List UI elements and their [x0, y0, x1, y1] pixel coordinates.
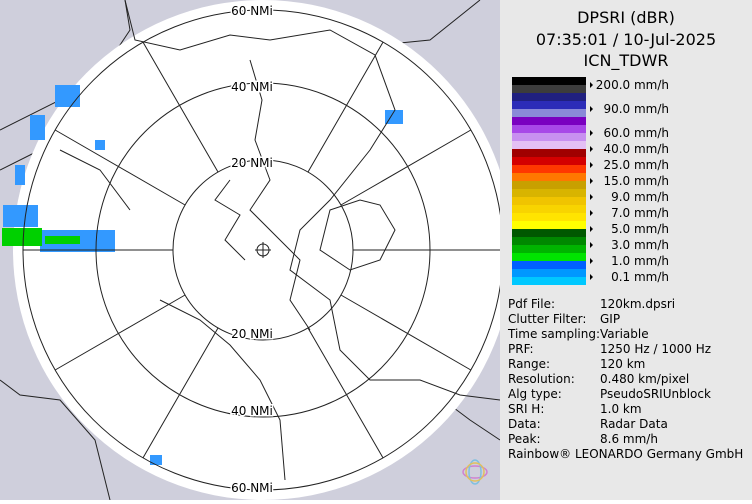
legend-label: 0.1 mm/h — [611, 270, 669, 284]
legend-swatch — [512, 125, 586, 133]
info-key: SRI H: — [508, 402, 544, 416]
legend-swatch — [512, 205, 586, 213]
site: ICN_TDWR — [584, 51, 669, 71]
legend: 200.0 mm/h 90.0 mm/h 60.0 mm/h 40.0 mm/h 25.… — [512, 77, 669, 285]
legend-swatch — [512, 109, 586, 117]
legend-swatch — [512, 245, 586, 253]
ring-label: 60 NMi — [231, 4, 273, 18]
ring-label: 60 NMi — [231, 481, 273, 495]
legend-label: 40.0 mm/h — [603, 142, 669, 156]
info-value: Radar Data — [600, 417, 668, 431]
legend-label: 15.0 mm/h — [603, 174, 669, 188]
legend-pointer — [590, 106, 593, 112]
info-key: Clutter Filter: — [508, 312, 586, 326]
legend-pointer — [590, 178, 593, 184]
legend-swatch — [512, 173, 586, 181]
legend-pointer — [590, 242, 593, 248]
spoke — [142, 41, 219, 173]
info-value: 1.0 km — [600, 402, 642, 416]
spoke — [54, 129, 186, 206]
legend-swatch — [512, 197, 586, 205]
legend-pointer — [590, 194, 593, 200]
info-value: 120 km — [600, 357, 645, 371]
ring-label: 40 NMi — [231, 80, 273, 94]
legend-swatch — [512, 181, 586, 189]
legend-swatch — [512, 141, 586, 149]
legend-label: 25.0 mm/h — [603, 158, 669, 172]
footer: Rainbow® LEONARDO Germany GmbH — [508, 447, 743, 461]
logo — [462, 459, 488, 485]
info-key: PRF: — [508, 342, 534, 356]
spoke — [54, 294, 186, 371]
legend-swatch — [512, 77, 586, 85]
legend-swatch — [512, 253, 586, 261]
legend-swatch — [512, 269, 586, 277]
legend-swatch — [512, 261, 586, 269]
legend-label: 90.0 mm/h — [603, 102, 669, 116]
legend-label: 1.0 mm/h — [611, 254, 669, 268]
legend-pointer — [590, 258, 593, 264]
legend-swatch — [512, 149, 586, 157]
legend-swatch — [512, 165, 586, 173]
info-key: Resolution: — [508, 372, 575, 386]
spokes — [23, 41, 503, 459]
coastlines — [59, 0, 501, 481]
radar-site — [255, 242, 271, 258]
legend-swatch — [512, 229, 586, 237]
info-key: Alg type: — [508, 387, 562, 401]
info-value: 0.480 km/pixel — [600, 372, 689, 386]
legend-pointer — [590, 274, 593, 280]
legend-pointer — [590, 146, 593, 152]
legend-swatch — [512, 157, 586, 165]
legend-swatch — [512, 85, 586, 93]
info-key: Pdf File: — [508, 297, 555, 311]
legend-swatch — [512, 213, 586, 221]
info-table: Pdf File: 120km.dpsri Clutter Filter: GIPTi… — [507, 297, 711, 446]
spoke — [142, 327, 219, 459]
legend-swatch — [512, 221, 586, 229]
legend-pointer — [590, 130, 593, 136]
info-value: Variable — [600, 327, 649, 341]
legend-swatch — [512, 133, 586, 141]
legend-swatch — [512, 93, 586, 101]
legend-pointer — [590, 82, 593, 88]
ring-label: 40 NMi — [231, 404, 273, 418]
spoke — [307, 327, 384, 459]
legend-swatch — [512, 101, 586, 109]
legend-label: 60.0 mm/h — [603, 126, 669, 140]
title: DPSRI (dBR) — [577, 8, 675, 27]
spoke — [307, 41, 384, 173]
ring-label: 20 NMi — [231, 156, 273, 170]
info-key: Range: — [508, 357, 550, 371]
info-key: Data: — [508, 417, 541, 431]
info-value: 120km.dpsri — [600, 297, 675, 311]
legend-swatch — [512, 189, 586, 197]
info-value: 1250 Hz / 1000 Hz — [600, 342, 711, 356]
legend-pointer — [590, 210, 593, 216]
ring-label: 20 NMi — [231, 327, 273, 341]
info-key: Peak: — [508, 432, 541, 446]
ring-labels: 60 NMi 40 NMi 20 NMi 20 NMi 40 NMi 60 NMi — [230, 3, 275, 497]
legend-swatch — [512, 277, 586, 285]
info-key: Time sampling: — [507, 327, 600, 341]
legend-label: 7.0 mm/h — [611, 206, 669, 220]
spoke — [340, 294, 472, 371]
info-value: 8.6 mm/h — [600, 432, 658, 446]
info-value: PseudoSRIUnblock — [600, 387, 711, 401]
legend-label: 3.0 mm/h — [611, 238, 669, 252]
spoke — [340, 129, 472, 206]
echoes-green — [2, 228, 80, 246]
legend-label: 9.0 mm/h — [611, 190, 669, 204]
legend-swatch — [512, 237, 586, 245]
legend-pointer — [590, 162, 593, 168]
legend-swatch — [512, 117, 586, 125]
legend-label: 200.0 mm/h — [596, 78, 669, 92]
datetime: 07:35:01 / 10-Jul-2025 — [536, 30, 716, 49]
legend-label: 5.0 mm/h — [611, 222, 669, 236]
info-value: GIP — [600, 312, 620, 326]
legend-pointer — [590, 226, 593, 232]
